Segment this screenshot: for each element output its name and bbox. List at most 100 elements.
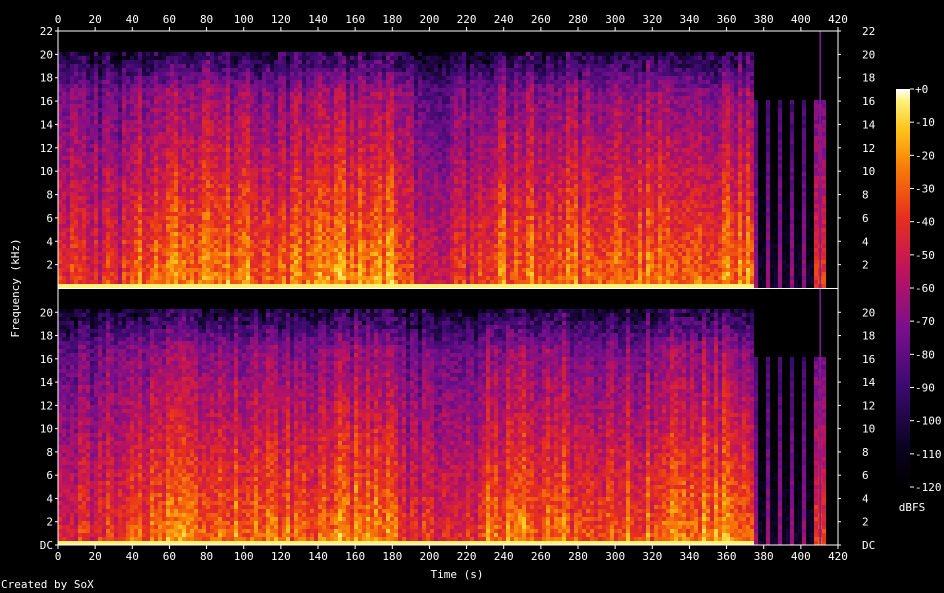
spectrogram-cell (142, 256, 146, 260)
spectrogram-cell (106, 252, 110, 256)
spectrogram-cell (98, 136, 102, 140)
spectrogram-cell (126, 60, 130, 64)
spectrogram-cell (110, 112, 114, 116)
spectrogram-cell (66, 120, 70, 124)
spectrogram-cell (90, 64, 94, 68)
spectrogram-cell (78, 124, 82, 128)
spectrogram-cell (74, 88, 78, 92)
spectrogram-cell (138, 188, 142, 192)
spectrogram-cell (62, 168, 66, 172)
spectrogram-cell (118, 204, 122, 208)
spectrogram-cell (118, 140, 122, 144)
spectrogram-cell (98, 144, 102, 148)
spectrogram-cell (58, 264, 62, 268)
spectrogram-cell (118, 172, 122, 176)
spectrogram-cell (118, 168, 122, 172)
spectrogram-cell (94, 80, 98, 84)
spectrogram-cell (94, 128, 98, 132)
spectrogram-cell (70, 72, 74, 76)
spectrogram-cell (90, 112, 94, 116)
spectrogram-cell (134, 180, 138, 184)
spectrogram-cell (94, 92, 98, 96)
spectrogram-cell (66, 140, 70, 144)
spectrogram-cell (114, 144, 118, 148)
spectrogram-cell (138, 248, 142, 252)
spectrogram-cell (66, 208, 70, 212)
spectrogram-cell (130, 68, 134, 72)
spectrogram-cell (126, 68, 130, 72)
spectrogram-cell (114, 112, 118, 116)
spectrogram-cell (126, 80, 130, 84)
spectrogram-cell (130, 164, 134, 168)
spectrogram-cell (122, 188, 126, 192)
spectrogram-cell (102, 236, 106, 240)
spectrogram-cell (62, 160, 66, 164)
spectrogram-cell (126, 52, 130, 56)
spectrogram-cell (70, 60, 74, 64)
spectrogram-cell (102, 132, 106, 136)
spectrogram-cell (58, 228, 62, 232)
spectrogram-cell (106, 80, 110, 84)
spectrogram-cell (86, 276, 90, 280)
spectrogram-cell (138, 132, 142, 136)
spectrogram-cell (106, 128, 110, 132)
spectrogram-cell (126, 124, 130, 128)
spectrogram-cell (114, 180, 118, 184)
spectrogram-cell (82, 52, 86, 56)
spectrogram-cell (90, 264, 94, 268)
spectrogram-cell (78, 176, 82, 180)
spectrogram-cell (86, 116, 90, 120)
spectrogram-cell (82, 248, 86, 252)
spectrogram-cell (90, 104, 94, 108)
spectrogram-cell (122, 196, 126, 200)
spectrogram-cell (74, 140, 78, 144)
spectrogram-cell (110, 248, 114, 252)
spectrogram-cell (114, 204, 118, 208)
spectrogram-cell (98, 208, 102, 212)
spectrogram-cell (74, 184, 78, 188)
spectrogram-cell (102, 124, 106, 128)
spectrogram-cell (66, 220, 70, 224)
spectrogram-cell (94, 132, 98, 136)
spectrogram-cell (66, 80, 70, 84)
spectrogram-cell (110, 152, 114, 156)
spectrogram-cell (70, 132, 74, 136)
spectrogram-cell (142, 220, 146, 224)
spectrogram-cell (138, 116, 142, 120)
spectrogram-cell (138, 104, 142, 108)
spectrogram-cell (78, 208, 82, 212)
spectrogram-cell (90, 248, 94, 252)
spectrogram-cell (102, 92, 106, 96)
spectrogram-cell (106, 216, 110, 220)
spectrogram-cell (102, 272, 106, 276)
spectrogram-cell (142, 240, 146, 244)
spectrogram-cell (94, 88, 98, 92)
spectrogram-cell (86, 52, 90, 56)
spectrogram-cell (106, 56, 110, 60)
spectrogram-cell (82, 264, 86, 268)
spectrogram-cell (118, 80, 122, 84)
spectrogram-cell (78, 76, 82, 80)
spectrogram-cell (114, 120, 118, 124)
spectrogram-cell (58, 84, 62, 88)
spectrogram-cell (82, 68, 86, 72)
spectrogram-cell (66, 256, 70, 260)
spectrogram-cell (130, 168, 134, 172)
spectrogram-cell (62, 92, 66, 96)
spectrogram-cell (66, 104, 70, 108)
spectrogram-cell (102, 120, 106, 124)
spectrogram-cell (126, 108, 130, 112)
spectrogram-cell (118, 252, 122, 256)
spectrogram-cell (134, 56, 138, 60)
spectrogram-cell (66, 100, 70, 104)
spectrogram-cell (102, 196, 106, 200)
spectrogram-cell (138, 236, 142, 240)
spectrogram-cell (58, 132, 62, 136)
spectrogram-cell (138, 108, 142, 112)
spectrogram-cell (130, 132, 134, 136)
spectrogram-cell (86, 80, 90, 84)
spectrogram-cell (86, 120, 90, 124)
spectrogram-cell (74, 252, 78, 256)
spectrogram-cell (134, 80, 138, 84)
spectrogram-cell (86, 208, 90, 212)
